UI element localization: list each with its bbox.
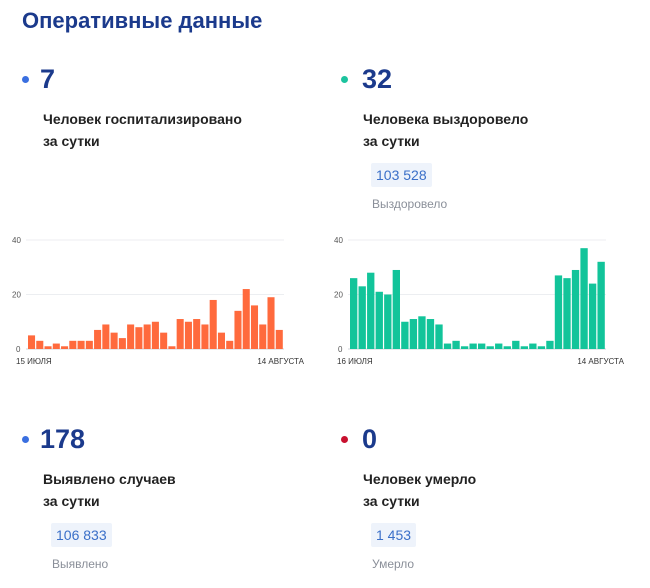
deaths-total-badge: 1 453	[371, 523, 417, 547]
recovered-total-badge: 103 528	[371, 163, 432, 187]
cases-total-label: Выявлено	[52, 557, 109, 571]
bar	[358, 286, 366, 349]
bar	[184, 321, 192, 349]
bar	[580, 248, 588, 349]
bar	[460, 346, 469, 349]
bar	[350, 278, 358, 349]
bar	[486, 346, 494, 349]
bar	[259, 324, 267, 349]
x-start-label: 16 ИЮЛЯ	[337, 357, 373, 366]
recovered-total-label: Выздоровело	[372, 197, 448, 211]
bar	[143, 324, 151, 349]
cases-total-badge: 106 833	[51, 523, 112, 547]
bar	[94, 329, 102, 349]
hospitalized-dot-icon	[22, 76, 29, 83]
bar	[28, 335, 36, 349]
x-end-label: 14 АВГУСТА	[257, 357, 304, 366]
bar	[418, 316, 426, 349]
page-title: Оперативные данные	[22, 8, 263, 33]
bar	[135, 327, 143, 349]
bar	[217, 332, 225, 349]
bar	[469, 343, 477, 349]
bar	[151, 321, 159, 349]
bar	[571, 269, 580, 349]
bar	[367, 272, 375, 349]
y-tick-label: 20	[12, 291, 21, 300]
deaths-value: 0	[362, 424, 378, 454]
deaths-total-label: Умерло	[372, 557, 415, 571]
recovered-dot-icon	[341, 76, 348, 83]
recovered-label: Человека выздоровело	[363, 111, 529, 127]
bar	[36, 340, 44, 349]
cases-dot-icon	[22, 436, 29, 443]
bar	[275, 329, 283, 349]
bar	[495, 343, 503, 349]
bar	[209, 299, 217, 349]
recovered-value: 32	[362, 64, 393, 94]
bar	[77, 340, 85, 349]
bar	[452, 340, 460, 349]
bar	[85, 340, 93, 349]
cases-period: за сутки	[43, 493, 100, 509]
bar	[234, 310, 242, 349]
bar	[384, 294, 392, 349]
bar	[478, 343, 486, 349]
hospitalized-value: 7	[40, 64, 56, 94]
y-tick-label: 40	[334, 236, 343, 245]
bar	[176, 319, 184, 349]
bar	[375, 291, 383, 349]
y-tick-label: 20	[334, 291, 343, 300]
recovered-chart: 0 20 40 16 ИЮЛЯ 14 АВГУСТА	[334, 236, 625, 366]
x-end-label: 14 АВГУСТА	[577, 357, 624, 366]
bar	[201, 324, 209, 349]
bar	[52, 343, 60, 349]
hospitalized-chart: 0 20 40 15 ИЮЛЯ 14 АВГУСТА	[12, 236, 305, 366]
bar	[160, 332, 168, 349]
deaths-label: Человек умерло	[363, 471, 477, 487]
bar	[546, 340, 554, 349]
bar	[554, 275, 563, 349]
y-tick-label: 0	[16, 345, 21, 354]
bar	[267, 297, 275, 349]
bar	[588, 283, 597, 349]
bar	[392, 269, 400, 349]
bar	[242, 289, 250, 349]
bar	[503, 346, 511, 349]
bar	[401, 321, 409, 349]
bar	[110, 332, 118, 349]
bar	[168, 346, 176, 349]
bar	[127, 324, 135, 349]
bar	[597, 261, 605, 349]
bar	[529, 343, 537, 349]
bar	[61, 346, 69, 349]
bar	[44, 346, 52, 349]
bar	[118, 338, 126, 349]
bar	[563, 278, 571, 349]
bar	[512, 340, 520, 349]
bar	[520, 346, 528, 349]
bar	[537, 346, 546, 349]
bar	[250, 305, 259, 349]
bar	[69, 340, 77, 349]
bar	[426, 319, 435, 349]
hospitalized-period: за сутки	[43, 133, 100, 149]
bar	[193, 319, 201, 349]
bar	[226, 340, 234, 349]
x-start-label: 15 ИЮЛЯ	[16, 357, 52, 366]
deaths-dot-icon	[341, 436, 348, 443]
deaths-period: за сутки	[363, 493, 420, 509]
bar	[435, 324, 443, 349]
bar	[409, 319, 418, 349]
recovered-period: за сутки	[363, 133, 420, 149]
cases-label: Выявлено случаев	[43, 471, 176, 487]
bar	[443, 343, 452, 349]
y-tick-label: 40	[12, 236, 21, 245]
hospitalized-label: Человек госпитализировано	[43, 111, 242, 127]
cases-value: 178	[40, 424, 86, 454]
bar	[102, 324, 110, 349]
y-tick-label: 0	[338, 345, 343, 354]
